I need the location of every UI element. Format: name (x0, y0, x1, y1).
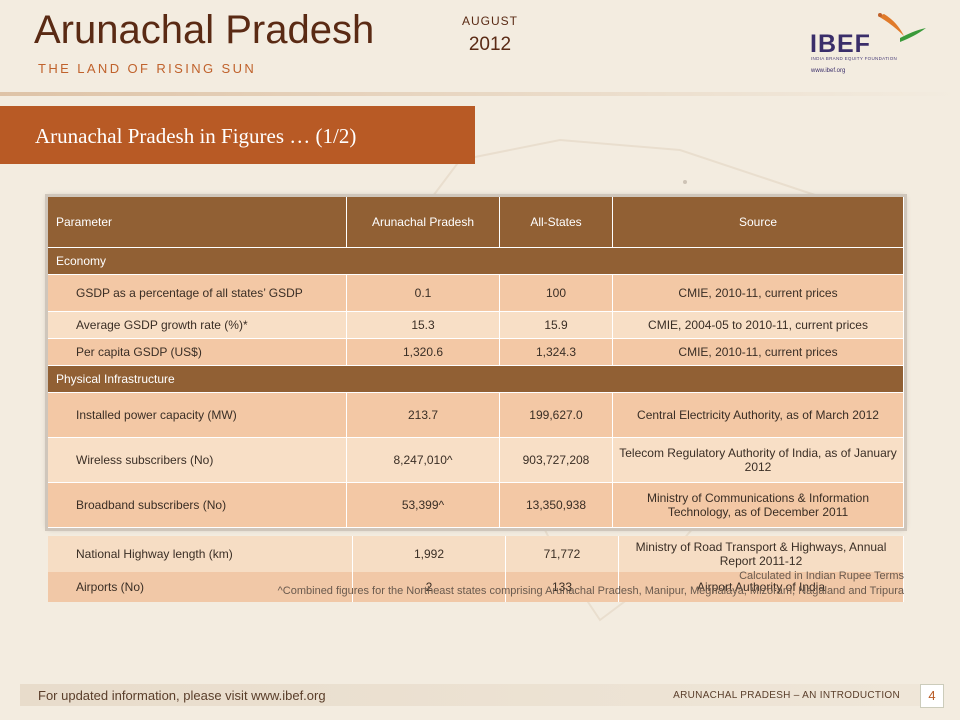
report-month: AUGUST (461, 14, 518, 28)
footer-bar (20, 684, 920, 706)
banner-title: Arunachal Pradesh in Figures … (1/2) (35, 124, 357, 148)
cell-state: 213.7 (346, 392, 500, 438)
cell-all: 199,627.0 (499, 392, 613, 438)
page-tagline: THE LAND OF RISING SUN (38, 61, 257, 76)
footnote-star: Calculated in Indian Rupee Terms (739, 570, 904, 582)
table-header-row: Parameter Arunachal Pradesh All-States S… (48, 197, 904, 248)
report-year: 2012 (468, 34, 512, 55)
ibef-logo: IBEF INDIA BRAND EQUITY FOUNDATION www.i… (810, 8, 930, 80)
table-row: Broadband subscribers (No) 53,399^ 13,35… (48, 482, 904, 528)
header-all-states: All-States (499, 197, 613, 248)
logo-subtitle: INDIA BRAND EQUITY FOUNDATION (811, 56, 898, 61)
cell-source: Ministry of Road Transport & Highways, A… (618, 536, 904, 572)
section-row-economy: Economy (48, 247, 904, 275)
cell-parameter: Average GSDP growth rate (%)* (48, 311, 347, 339)
table-row: National Highway length (km) 1,992 71,77… (48, 536, 904, 572)
logo-wordmark: IBEF (810, 30, 871, 58)
page-number: 4 (920, 684, 944, 708)
section-banner: Arunachal Pradesh in Figures … (1/2) (0, 106, 475, 164)
table-row: Average GSDP growth rate (%)* 15.3 15.9 … (48, 311, 904, 339)
header-source: Source (612, 197, 904, 248)
cell-source: CMIE, 2010-11, current prices (612, 338, 904, 366)
cell-parameter: Airports (No) (48, 572, 353, 602)
header-divider (0, 92, 960, 96)
section-label: Physical Infrastructure (48, 365, 904, 393)
cell-all: 15.9 (499, 311, 613, 339)
section-label: Economy (48, 247, 904, 275)
cell-all: 100 (499, 274, 613, 312)
figures-table: Parameter Arunachal Pradesh All-States S… (48, 197, 904, 528)
cell-state: 0.1 (346, 274, 500, 312)
page-title: Arunachal Pradesh (34, 8, 375, 52)
cell-all: 13,350,938 (499, 482, 613, 528)
table-row: Installed power capacity (MW) 213.7 199,… (48, 392, 904, 438)
cell-source: CMIE, 2004-05 to 2010-11, current prices (612, 311, 904, 339)
table-row: Per capita GSDP (US$) 1,320.6 1,324.3 CM… (48, 338, 904, 366)
cell-parameter: Installed power capacity (MW) (48, 392, 347, 438)
cell-parameter: GSDP as a percentage of all states’ GSDP (48, 274, 347, 312)
cell-parameter: Wireless subscribers (No) (48, 437, 347, 483)
cell-state: 1,992 (352, 536, 506, 572)
cell-state: 53,399^ (346, 482, 500, 528)
cell-parameter: Per capita GSDP (US$) (48, 338, 347, 366)
cell-source: Ministry of Communications & Information… (612, 482, 904, 528)
footer-update-link[interactable]: For updated information, please visit ww… (38, 688, 326, 703)
table-row: Airports (No) 2 133 Airport Authority of… (48, 572, 904, 602)
cell-state: 2 (352, 572, 506, 602)
logo-url: www.ibef.org (811, 68, 846, 74)
footnote-caret: ^Combined figures for the Northeast stat… (277, 585, 904, 597)
cell-all: 71,772 (505, 536, 619, 572)
cell-state: 8,247,010^ (346, 437, 500, 483)
table-row: GSDP as a percentage of all states’ GSDP… (48, 274, 904, 312)
cell-state: 1,320.6 (346, 338, 500, 366)
footer-section-label: ARUNACHAL PRADESH – AN INTRODUCTION (673, 690, 900, 701)
cell-source: Airport Authority of India (618, 572, 904, 602)
overflow-rows: National Highway length (km) 1,992 71,77… (48, 536, 904, 602)
cell-source: Telecom Regulatory Authority of India, a… (612, 437, 904, 483)
cell-state: 15.3 (346, 311, 500, 339)
cell-all: 903,727,208 (499, 437, 613, 483)
header-parameter: Parameter (48, 197, 347, 248)
bird-icon (878, 13, 926, 42)
cell-parameter: National Highway length (km) (48, 536, 353, 572)
header-state: Arunachal Pradesh (346, 197, 500, 248)
section-row-infrastructure: Physical Infrastructure (48, 365, 904, 393)
cell-source: Central Electricity Authority, as of Mar… (612, 392, 904, 438)
cell-parameter: Broadband subscribers (No) (48, 482, 347, 528)
cell-all: 1,324.3 (499, 338, 613, 366)
cell-all: 133 (505, 572, 619, 602)
cell-source: CMIE, 2010-11, current prices (612, 274, 904, 312)
table-row: Wireless subscribers (No) 8,247,010^ 903… (48, 437, 904, 483)
